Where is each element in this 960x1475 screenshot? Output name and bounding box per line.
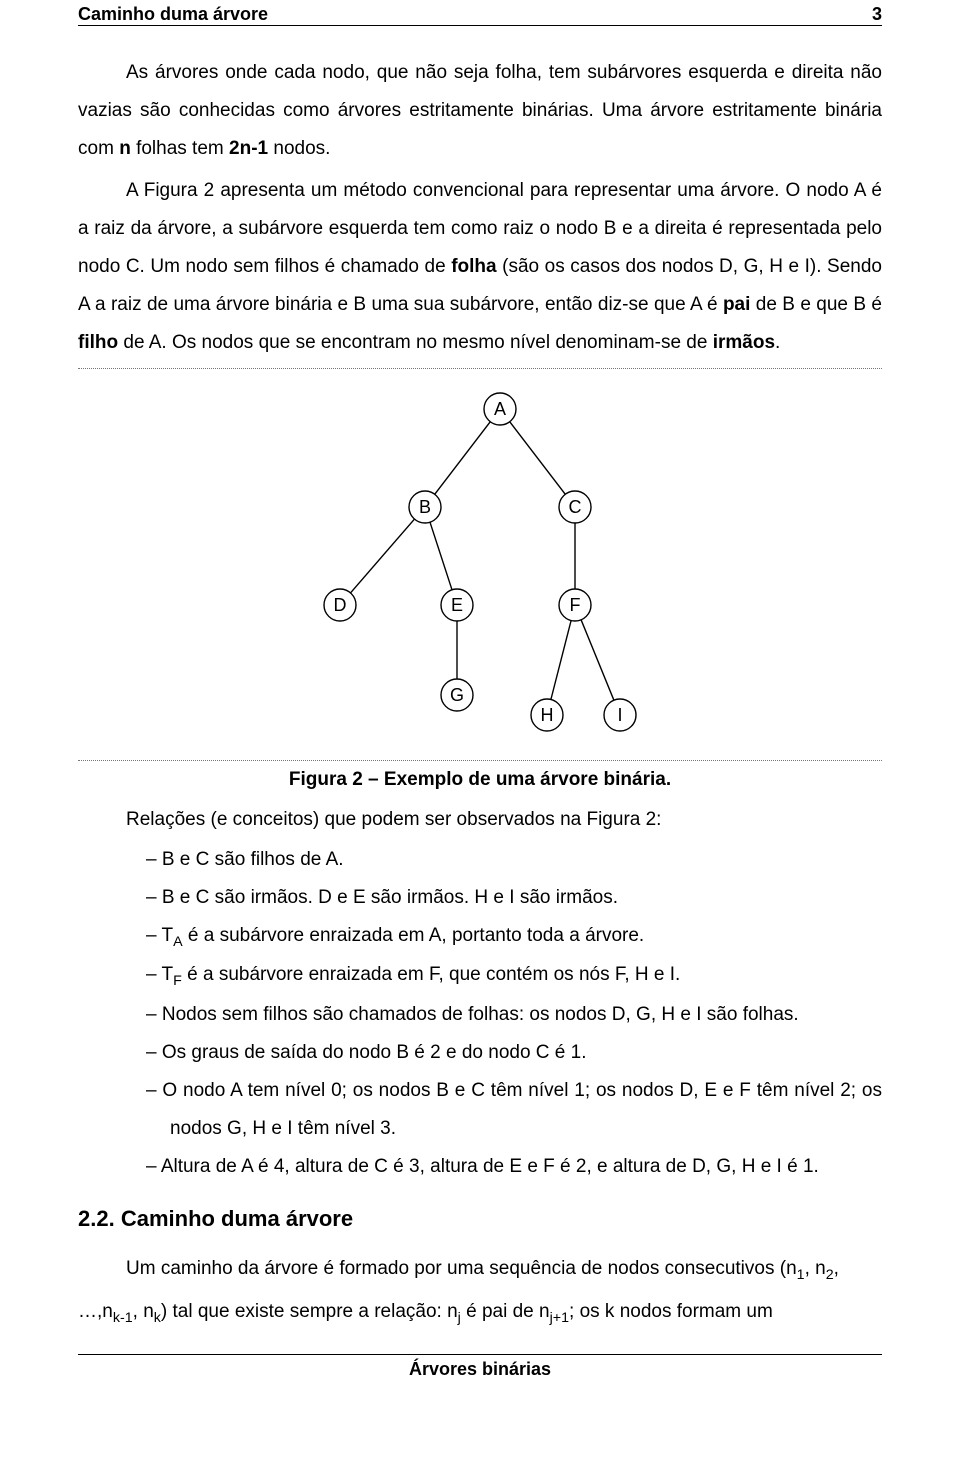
figure-2-tree: A B C D E F G H I: [78, 379, 882, 754]
page-header: Caminho duma árvore 3: [78, 0, 882, 26]
list-item: Os graus de saída do nodo B é 2 e do nod…: [146, 1034, 882, 1072]
tree-edge: [430, 522, 452, 590]
tree-node-label: F: [570, 595, 581, 615]
list-item: TF é a subárvore enraizada em F, que con…: [146, 956, 882, 995]
list-item: B e C são filhos de A.: [146, 841, 882, 879]
tree-node-label: D: [334, 595, 347, 615]
tree-edge: [581, 620, 614, 700]
tree-node-label: E: [451, 595, 463, 615]
separator-bottom: [78, 760, 882, 761]
tree-edge: [435, 422, 491, 495]
tree-diagram: A B C D E F G H I: [275, 379, 685, 749]
path-paragraph-1: Um caminho da árvore é formado por uma s…: [78, 1250, 882, 1289]
tree-edge: [510, 422, 566, 495]
tree-node-label: A: [494, 399, 506, 419]
tree-edge: [351, 519, 415, 593]
path-paragraph-2: …,nk-1, nk) tal que existe sempre a rela…: [78, 1293, 882, 1332]
figure-caption: Figura 2 – Exemplo de uma árvore binária…: [78, 769, 882, 791]
tree-edge: [551, 621, 571, 700]
tree-node-label: C: [569, 497, 582, 517]
header-page-number: 3: [872, 4, 882, 25]
list-item: B e C são irmãos. D e E são irmãos. H e …: [146, 879, 882, 917]
section-heading: 2.2. Caminho duma árvore: [78, 1206, 882, 1232]
page-footer: Árvores binárias: [78, 1354, 882, 1380]
tree-node-label: I: [617, 705, 622, 725]
separator-top: [78, 368, 882, 369]
intro-paragraph: As árvores onde cada nodo, que não seja …: [78, 54, 882, 168]
intro-paragraph-2: A Figura 2 apresenta um método convencio…: [78, 172, 882, 362]
relations-list: B e C são filhos de A.B e C são irmãos. …: [78, 841, 882, 1186]
list-item: Altura de A é 4, altura de C é 3, altura…: [146, 1148, 882, 1186]
list-item: Nodos sem filhos são chamados de folhas:…: [146, 996, 882, 1034]
list-item: O nodo A tem nível 0; os nodos B e C têm…: [146, 1072, 882, 1148]
tree-node-label: H: [541, 705, 554, 725]
relations-intro: Relações (e conceitos) que podem ser obs…: [78, 809, 882, 831]
header-title: Caminho duma árvore: [78, 4, 268, 25]
tree-node-label: G: [450, 685, 464, 705]
tree-node-label: B: [419, 497, 431, 517]
list-item: TA é a subárvore enraizada em A, portant…: [146, 917, 882, 956]
